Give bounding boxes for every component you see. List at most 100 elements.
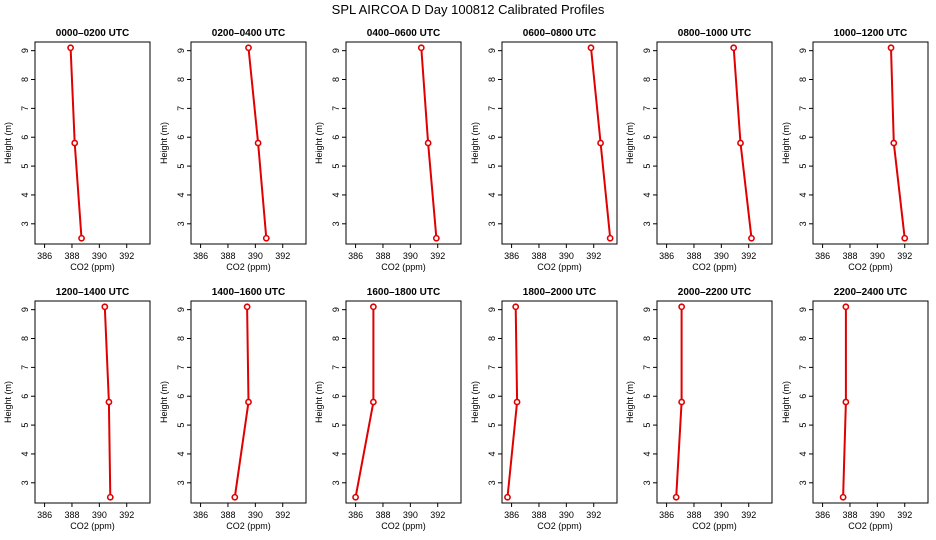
x-tick-label: 388 xyxy=(375,510,390,520)
y-tick-label: 9 xyxy=(642,307,652,312)
panel: 1000–1200 UTC 386 388 390 392 3 4 5 6 7 8 9 CO2 (ppm… xyxy=(781,28,929,272)
plot-frame xyxy=(190,41,307,245)
x-tick-label: 392 xyxy=(897,510,912,520)
x-tick-label: 386 xyxy=(815,251,830,261)
profile-point xyxy=(842,398,850,406)
profile-point xyxy=(245,44,252,52)
x-tick-label: 390 xyxy=(559,510,574,520)
y-tick-label: 8 xyxy=(487,77,497,82)
x-axis-label: CO2 (ppm) xyxy=(226,521,271,531)
y-tick-label: 3 xyxy=(642,480,652,485)
x-axis-label: CO2 (ppm) xyxy=(70,521,115,531)
profile-point xyxy=(737,139,744,147)
panel-title: 0200–0400 UTC xyxy=(212,28,285,39)
y-tick-label: 7 xyxy=(176,365,186,370)
y-axis-label: Height (m) xyxy=(625,381,635,423)
figure-title: SPL AIRCOA D Day 100812 Calibrated Profi… xyxy=(332,2,605,17)
y-tick-label: 3 xyxy=(798,480,808,485)
y-tick-label: 3 xyxy=(331,480,341,485)
y-tick-label: 9 xyxy=(176,307,186,312)
y-axis-label: Height (m) xyxy=(625,122,635,164)
panel-title: 0600–0800 UTC xyxy=(523,28,596,39)
x-tick-label: 386 xyxy=(37,251,52,261)
y-tick-label: 5 xyxy=(487,423,497,428)
panel-title: 1600–1800 UTC xyxy=(367,287,440,298)
y-tick-label: 6 xyxy=(642,135,652,140)
y-tick-label: 9 xyxy=(331,307,341,312)
y-tick-label: 7 xyxy=(642,365,652,370)
panel-title: 1000–1200 UTC xyxy=(834,28,907,39)
y-tick-label: 3 xyxy=(20,480,30,485)
x-tick-label: 386 xyxy=(348,251,363,261)
y-tick-label: 9 xyxy=(798,48,808,53)
y-tick-label: 8 xyxy=(176,336,186,341)
x-axis-label: CO2 (ppm) xyxy=(692,521,737,531)
panel-title: 0000–0200 UTC xyxy=(56,28,129,39)
y-tick-label: 3 xyxy=(487,221,497,226)
x-tick-label: 386 xyxy=(504,251,519,261)
profile-point xyxy=(105,398,113,406)
y-tick-label: 8 xyxy=(20,336,30,341)
y-tick-label: 6 xyxy=(20,394,30,399)
panel: 0200–0400 UTC 386 388 390 392 3 4 5 6 7 8 9 CO2 (ppm… xyxy=(159,28,307,272)
x-tick-label: 390 xyxy=(870,251,885,261)
y-tick-label: 3 xyxy=(176,480,186,485)
profile-point xyxy=(842,303,850,311)
panel-title: 1800–2000 UTC xyxy=(523,287,596,298)
x-tick-label: 386 xyxy=(659,251,674,261)
profile-point xyxy=(512,303,520,311)
y-axis-label: Height (m) xyxy=(470,381,480,423)
y-tick-label: 9 xyxy=(331,48,341,53)
x-tick-label: 392 xyxy=(119,251,134,261)
profile-point xyxy=(672,493,680,501)
y-axis-label: Height (m) xyxy=(781,381,791,423)
x-tick-label: 392 xyxy=(741,251,756,261)
y-tick-label: 6 xyxy=(20,135,30,140)
panel-title: 0800–1000 UTC xyxy=(678,28,751,39)
panel-title: 2200–2400 UTC xyxy=(834,287,907,298)
y-tick-label: 4 xyxy=(20,192,30,197)
profile-point xyxy=(432,234,440,242)
y-tick-label: 6 xyxy=(487,394,497,399)
y-axis-label: Height (m) xyxy=(314,381,324,423)
profile-point xyxy=(678,398,686,406)
profile-point xyxy=(730,44,738,52)
plot-frame xyxy=(345,300,462,504)
y-tick-label: 5 xyxy=(642,164,652,169)
y-axis-label: Height (m) xyxy=(314,122,324,164)
x-tick-label: 388 xyxy=(531,510,546,520)
y-tick-label: 6 xyxy=(176,135,186,140)
profile-point xyxy=(597,139,604,147)
y-tick-label: 4 xyxy=(798,192,808,197)
y-tick-label: 9 xyxy=(642,48,652,53)
profile-point xyxy=(901,234,909,242)
y-tick-label: 4 xyxy=(642,451,652,456)
y-tick-label: 4 xyxy=(487,192,497,197)
panel: 2200–2400 UTC 386 388 390 392 3 4 5 6 7 8 9 CO2 (ppm… xyxy=(781,287,929,531)
plot-frame xyxy=(34,41,151,245)
y-tick-label: 7 xyxy=(331,365,341,370)
x-tick-label: 390 xyxy=(403,510,418,520)
plot-frame xyxy=(656,41,773,245)
y-tick-label: 5 xyxy=(331,423,341,428)
y-tick-label: 8 xyxy=(176,77,186,82)
x-tick-label: 390 xyxy=(714,510,729,520)
profile-point xyxy=(106,493,114,501)
profile-point xyxy=(839,493,847,501)
profile-point xyxy=(243,303,251,311)
x-tick-label: 392 xyxy=(741,510,756,520)
x-tick-label: 390 xyxy=(403,251,418,261)
y-tick-label: 5 xyxy=(176,423,186,428)
y-tick-label: 5 xyxy=(176,164,186,169)
y-tick-label: 5 xyxy=(798,164,808,169)
y-tick-label: 4 xyxy=(176,192,186,197)
x-tick-label: 392 xyxy=(586,510,601,520)
profile-point xyxy=(504,493,511,501)
y-tick-label: 7 xyxy=(487,365,497,370)
y-tick-label: 5 xyxy=(20,164,30,169)
plot-frame xyxy=(501,300,618,504)
profile-point xyxy=(587,44,595,52)
profile-point xyxy=(890,139,898,147)
profile-point xyxy=(245,398,252,406)
